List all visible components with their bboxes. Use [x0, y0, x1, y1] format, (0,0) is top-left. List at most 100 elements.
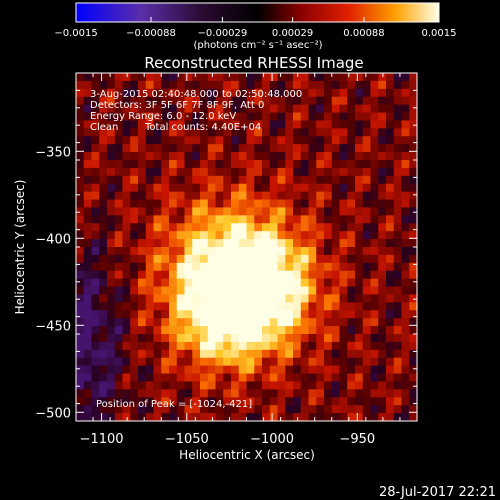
heatmap-cell	[246, 120, 255, 129]
heatmap-cell	[347, 160, 356, 169]
heatmap-cell	[153, 278, 162, 288]
heatmap-cell	[401, 112, 410, 122]
heatmap-cell	[324, 183, 333, 193]
heatmap-cell	[316, 136, 325, 145]
heatmap-cell	[254, 199, 263, 209]
heatmap-cell	[393, 389, 403, 398]
heatmap-cell	[138, 239, 147, 248]
heatmap-cell	[192, 223, 201, 232]
heatmap-cell	[362, 104, 372, 114]
heatmap-cell	[347, 349, 356, 359]
heatmap-cell	[114, 183, 124, 193]
heatmap-cell	[130, 160, 139, 169]
heatmap-cell	[114, 239, 124, 248]
heatmap-cell	[122, 254, 131, 264]
heatmap-cell	[91, 286, 100, 296]
heatmap-cell	[223, 270, 232, 280]
heatmap-cell	[285, 183, 294, 193]
heatmap-cell	[324, 326, 333, 335]
heatmap-cell	[76, 207, 85, 216]
heatmap-cell	[331, 191, 341, 201]
heatmap-cell	[161, 270, 170, 280]
heatmap-cell	[207, 183, 217, 193]
heatmap-cell	[161, 389, 170, 398]
heatmap-cell	[370, 191, 379, 201]
heatmap-cell	[153, 223, 162, 232]
heatmap-cell	[362, 310, 372, 319]
heatmap-cell	[215, 381, 224, 390]
heatmap-cell	[153, 144, 162, 153]
heatmap-cell	[370, 334, 379, 343]
heatmap-cell	[324, 120, 333, 129]
heatmap-cell	[355, 341, 364, 351]
heatmap-cell	[114, 270, 124, 280]
heatmap-cell	[254, 183, 263, 193]
heatmap-cell	[378, 286, 387, 296]
heatmap-cell	[378, 128, 387, 137]
heatmap-cell	[145, 191, 155, 201]
heatmap-cell	[130, 381, 139, 390]
heatmap-cell	[409, 152, 417, 161]
heatmap-cell	[184, 207, 193, 216]
heatmap-cell	[308, 413, 317, 421]
heatmap-cell	[378, 310, 387, 319]
heatmap-cell	[176, 318, 186, 327]
heatmap-cell	[138, 152, 147, 161]
heatmap-cell	[161, 239, 170, 248]
heatmap-cell	[393, 349, 403, 359]
heatmap-cell	[122, 191, 131, 201]
heatmap-cell	[262, 389, 271, 398]
heatmap-cell	[316, 413, 325, 421]
heatmap-cell	[200, 128, 209, 137]
heatmap-cell	[192, 215, 201, 224]
heatmap-cell	[99, 389, 108, 398]
heatmap-cell	[83, 136, 93, 145]
heatmap-cell	[285, 389, 294, 398]
heatmap-cell	[200, 302, 209, 311]
heatmap-cell	[138, 302, 147, 311]
heatmap-cell	[378, 231, 387, 240]
heatmap-cell	[176, 302, 186, 311]
heatmap-cell	[409, 278, 417, 288]
heatmap-cell	[378, 381, 387, 390]
heatmap-cell	[370, 215, 379, 224]
heatmap-cell	[347, 120, 356, 129]
heatmap-cell	[324, 310, 333, 319]
heatmap-cell	[176, 239, 186, 248]
heatmap-cell	[200, 239, 209, 248]
heatmap-cell	[138, 334, 147, 343]
heatmap-cell	[184, 120, 193, 129]
heatmap-cell	[184, 167, 193, 177]
heatmap-cell	[277, 278, 286, 288]
heatmap-cell	[285, 88, 294, 98]
heatmap-cell	[207, 254, 217, 264]
heatmap-cell	[130, 199, 139, 209]
heatmap-cell	[401, 381, 410, 390]
heatmap-cell	[153, 318, 162, 327]
heatmap-cell	[91, 270, 100, 280]
heatmap-cell	[138, 405, 147, 414]
heatmap-cell	[231, 80, 240, 90]
heatmap-cell	[192, 341, 201, 351]
heatmap-cell	[138, 160, 147, 169]
heatmap-cell	[91, 294, 100, 303]
heatmap-cell	[99, 349, 108, 359]
heatmap-cell	[83, 365, 93, 375]
heatmap-cell	[254, 80, 263, 90]
heatmap-cell	[331, 389, 341, 398]
heatmap-cell	[300, 254, 310, 264]
heatmap-cell	[409, 231, 417, 240]
heatmap-cell	[370, 167, 379, 177]
heatmap-cell	[401, 310, 410, 319]
heatmap-cell	[370, 294, 379, 303]
heatmap-cell	[76, 152, 85, 161]
heatmap-cell	[192, 160, 201, 169]
heatmap-cell	[386, 191, 395, 201]
heatmap-cell	[83, 318, 93, 327]
heatmap-cell	[339, 262, 348, 272]
heatmap-cell	[91, 381, 100, 390]
heatmap-cell	[176, 278, 186, 288]
heatmap-cell	[401, 365, 410, 375]
heatmap-cell	[285, 215, 294, 224]
heatmap-cell	[254, 262, 263, 272]
